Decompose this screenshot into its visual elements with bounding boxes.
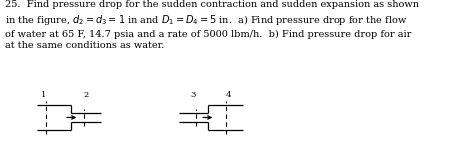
Text: 1: 1 [41, 91, 46, 99]
Text: 25.  Find pressure drop for the sudden contraction and sudden expansion as shown: 25. Find pressure drop for the sudden co… [5, 0, 420, 50]
Text: 4: 4 [225, 91, 231, 99]
Text: 2: 2 [83, 91, 89, 99]
Text: 3: 3 [191, 91, 196, 99]
